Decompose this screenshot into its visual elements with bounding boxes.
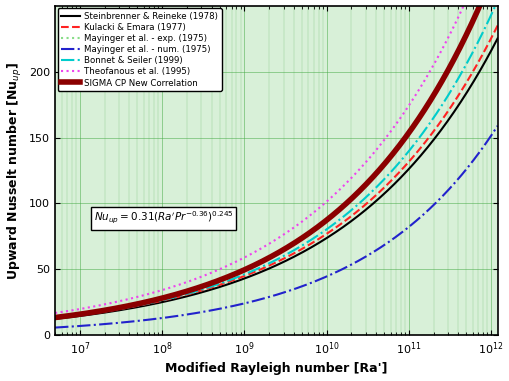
Line: Steinbrenner & Reineke (1978): Steinbrenner & Reineke (1978): [55, 38, 497, 319]
Y-axis label: Upward Nusselt number [Nu$_{up}$]: Upward Nusselt number [Nu$_{up}$]: [6, 61, 23, 280]
Mayinger et al. - num. (1975): [384, 240, 390, 245]
Theofanous et al. (1995): [384, 132, 390, 137]
Kulacki & Emara (1977): [165, 297, 172, 301]
Steinbrenner & Reineke (1978): [252, 272, 258, 277]
Theofanous et al. (1995): [347, 176, 353, 181]
Kulacki & Emara (1977): [252, 269, 258, 274]
Kulacki & Emara (1977): [384, 181, 390, 186]
Steinbrenner & Reineke (1978): [130, 306, 136, 310]
Line: Mayinger et al. - num. (1975): Mayinger et al. - num. (1975): [55, 126, 497, 328]
Steinbrenner & Reineke (1978): [494, 36, 500, 41]
SIGMA CP New Correlation: [312, 226, 318, 231]
Line: Bonnet & Seiler (1999): Bonnet & Seiler (1999): [55, 1, 497, 318]
Line: Theofanous et al. (1995): Theofanous et al. (1995): [55, 0, 497, 313]
Mayinger et al. - num. (1975): [347, 263, 353, 267]
Theofanous et al. (1995): [165, 286, 172, 290]
Mayinger et al. - exp. (1975): [252, 263, 258, 267]
Legend: Steinbrenner & Reineke (1978), Kulacki & Emara (1977), Mayinger et al. - exp. (1: Steinbrenner & Reineke (1978), Kulacki &…: [58, 8, 221, 91]
Line: Mayinger et al. - exp. (1975): Mayinger et al. - exp. (1975): [55, 0, 497, 317]
Steinbrenner & Reineke (1978): [312, 242, 318, 247]
Steinbrenner & Reineke (1978): [165, 298, 172, 303]
Bonnet & Seiler (1999): [130, 304, 136, 309]
Kulacki & Emara (1977): [130, 304, 136, 309]
Mayinger et al. - num. (1975): [130, 319, 136, 323]
Bonnet & Seiler (1999): [347, 208, 353, 213]
Mayinger et al. - num. (1975): [494, 123, 500, 128]
Theofanous et al. (1995): [52, 311, 58, 315]
SIGMA CP New Correlation: [384, 157, 390, 162]
Bonnet & Seiler (1999): [384, 173, 390, 177]
Kulacki & Emara (1977): [52, 316, 58, 320]
Mayinger et al. - exp. (1975): [384, 157, 390, 162]
Bonnet & Seiler (1999): [52, 316, 58, 320]
Line: SIGMA CP New Correlation: SIGMA CP New Correlation: [55, 0, 497, 317]
Bonnet & Seiler (1999): [494, 0, 500, 3]
Steinbrenner & Reineke (1978): [384, 187, 390, 192]
SIGMA CP New Correlation: [165, 294, 172, 299]
Theofanous et al. (1995): [312, 208, 318, 213]
Bonnet & Seiler (1999): [165, 296, 172, 301]
Mayinger et al. - exp. (1975): [52, 315, 58, 320]
Text: $Nu_{up}=0.31(Ra'Pr^{-0.36})^{0.245}$: $Nu_{up}=0.31(Ra'Pr^{-0.36})^{0.245}$: [94, 210, 233, 226]
Kulacki & Emara (1977): [494, 23, 500, 28]
Mayinger et al. - exp. (1975): [312, 226, 318, 231]
X-axis label: Modified Rayleigh number [Ra']: Modified Rayleigh number [Ra']: [165, 362, 387, 375]
Kulacki & Emara (1977): [347, 215, 353, 219]
Steinbrenner & Reineke (1978): [52, 317, 58, 321]
SIGMA CP New Correlation: [252, 263, 258, 267]
Line: Kulacki & Emara (1977): Kulacki & Emara (1977): [55, 26, 497, 318]
SIGMA CP New Correlation: [347, 197, 353, 202]
Mayinger et al. - exp. (1975): [130, 303, 136, 307]
Mayinger et al. - num. (1975): [165, 315, 172, 319]
Theofanous et al. (1995): [252, 250, 258, 254]
Theofanous et al. (1995): [130, 296, 136, 300]
Bonnet & Seiler (1999): [312, 234, 318, 239]
Steinbrenner & Reineke (1978): [347, 219, 353, 224]
Mayinger et al. - num. (1975): [312, 279, 318, 283]
SIGMA CP New Correlation: [130, 303, 136, 307]
Mayinger et al. - exp. (1975): [347, 197, 353, 202]
Kulacki & Emara (1977): [312, 239, 318, 243]
Mayinger et al. - num. (1975): [252, 298, 258, 303]
Mayinger et al. - exp. (1975): [165, 294, 172, 299]
SIGMA CP New Correlation: [52, 315, 58, 320]
Mayinger et al. - num. (1975): [52, 325, 58, 330]
Bonnet & Seiler (1999): [252, 267, 258, 272]
